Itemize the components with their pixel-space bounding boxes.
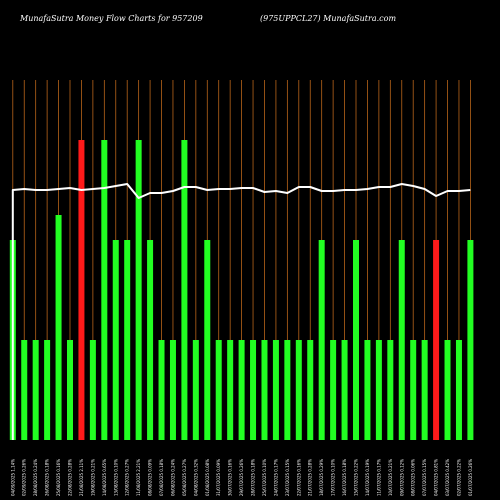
- x-tick-label: 29/07/2025 0.26%: [239, 459, 244, 496]
- x-tick-label: 15/07/2025 0.22%: [354, 459, 359, 496]
- x-tick-label: 07/07/2025 0.15%: [422, 459, 427, 496]
- bar: [181, 140, 188, 440]
- x-tick-label: 08/07/2025 0.06%: [411, 459, 416, 496]
- x-tick-label: 11/08/2025 2.21%: [136, 459, 141, 496]
- x-tick-label: 24/07/2025 0.17%: [273, 459, 278, 496]
- bar: [238, 340, 245, 440]
- bar: [169, 340, 176, 440]
- x-tick-label: 22/07/2025 0.16%: [296, 459, 301, 496]
- bar: [124, 240, 131, 440]
- x-tick-label: 18/07/2025 0.29%: [319, 459, 324, 496]
- x-tick-label: 01/07/2025 0.26%: [468, 459, 473, 496]
- x-tick-label: 08/08/2025 0.09%: [148, 459, 153, 496]
- x-tick-label: 13/08/2025 0.10%: [113, 459, 118, 496]
- x-tick-label: 25/08/2025 0.16%: [56, 459, 61, 496]
- x-tick-label: 03/07/2025 0.42%: [445, 459, 450, 496]
- x-tick-label: 14/08/2025 0.65%: [102, 459, 107, 496]
- x-tick-label: 04/08/2025 0.32%: [193, 459, 198, 496]
- x-tick-label: 12/08/2025 0.27%: [125, 459, 130, 496]
- x-tick-label: 04/07/2025 0.81%: [434, 459, 439, 496]
- chart-title: MunafaSutra Money Flow Charts for 957209: [20, 14, 203, 23]
- bar: [375, 340, 382, 440]
- bar: [112, 240, 119, 440]
- bar: [410, 340, 417, 440]
- bar: [158, 340, 165, 440]
- bar: [192, 340, 199, 440]
- bar: [330, 340, 337, 440]
- chart-subtitle: (975UPPCL27) MunafaSutra.com: [260, 14, 397, 23]
- bar: [21, 340, 28, 440]
- bar: [307, 340, 314, 440]
- bar: [147, 240, 154, 440]
- bar: [32, 340, 39, 440]
- x-tick-label: 26/08/2025 0.18%: [45, 459, 50, 496]
- bar: [78, 140, 85, 440]
- bar: [398, 240, 405, 440]
- bar: [341, 340, 348, 440]
- bar: [455, 340, 462, 440]
- x-tick-label: 21/07/2025 0.28%: [308, 459, 313, 496]
- bar: [387, 340, 394, 440]
- x-tick-label: 11/07/2025 0.17%: [376, 459, 381, 496]
- x-tick-label: 30/07/2025 0.16%: [228, 459, 233, 496]
- bar: [89, 340, 96, 440]
- x-tick-label: 01/08/2025 0.08%: [205, 459, 210, 496]
- bar: [284, 340, 291, 440]
- money-flow-line: [11, 183, 471, 440]
- bar: [227, 340, 234, 440]
- bar: [261, 340, 268, 440]
- bar: [55, 215, 62, 440]
- x-tick-label: 19/08/2025 0.21%: [90, 459, 95, 496]
- x-tick-label: 02/09/2025 0.26%: [22, 459, 27, 496]
- bar: [421, 340, 428, 440]
- bar: [364, 340, 371, 440]
- x-tick-label: 25/07/2025 0.10%: [262, 459, 267, 496]
- x-tick-label: 07/08/2025 0.18%: [159, 459, 164, 496]
- bar: [353, 240, 359, 440]
- x-tick-label: 06/08/2025 0.24%: [170, 459, 175, 496]
- x-tick-label: 28/08/2025 0.24%: [33, 459, 38, 496]
- x-tick-label: 10/07/2025 0.21%: [388, 459, 393, 496]
- x-tick-label: 04/09/2025 1.14%: [10, 459, 15, 496]
- x-tick-label: 16/07/2025 0.18%: [342, 459, 347, 496]
- bar: [215, 340, 222, 440]
- bar: [250, 340, 257, 440]
- x-tick-label: 22/08/2025 0.28%: [68, 459, 73, 496]
- bar: [135, 140, 142, 440]
- x-tick-label: 17/07/2025 0.10%: [331, 459, 336, 496]
- bar: [444, 340, 451, 440]
- x-tick-label: 28/07/2025 0.18%: [251, 459, 256, 496]
- x-tick-label: 09/07/2025 0.12%: [399, 459, 404, 496]
- bar: [204, 240, 211, 440]
- x-tick-label: 21/08/2025 2.11%: [79, 459, 84, 496]
- bar: [67, 340, 73, 440]
- x-tick-label: 14/07/2025 0.19%: [365, 459, 370, 496]
- bar: [295, 340, 302, 440]
- x-tick-label: 23/07/2025 0.15%: [285, 459, 290, 496]
- bar: [318, 240, 325, 440]
- x-tick-label: 02/07/2025 0.22%: [456, 459, 461, 496]
- bar: [101, 140, 108, 440]
- bar: [433, 240, 440, 440]
- bar: [44, 340, 51, 440]
- bar: [467, 240, 474, 440]
- x-tick-label: 31/07/2025 0.09%: [216, 459, 221, 496]
- x-tick-label: 05/08/2025 0.27%: [182, 459, 187, 496]
- bar: [272, 340, 279, 440]
